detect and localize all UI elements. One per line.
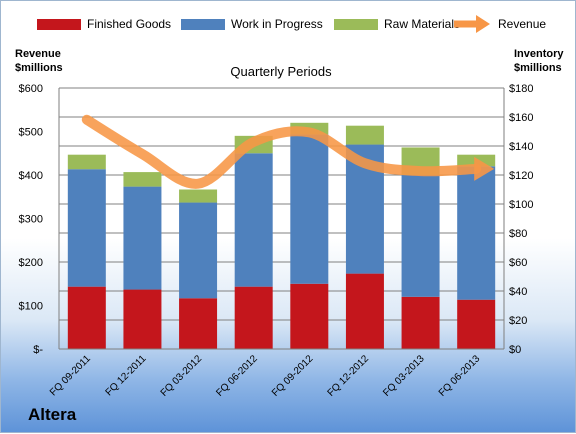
bar-finished-goods bbox=[179, 298, 218, 349]
bar-work-in-progress bbox=[457, 166, 496, 300]
bar-work-in-progress bbox=[401, 175, 440, 297]
left-axis-tick-label: $200 bbox=[19, 257, 43, 269]
revenue-line bbox=[81, 114, 482, 189]
legend: Finished Goods Work in Progress Raw Materi… bbox=[37, 15, 546, 33]
legend-swatch bbox=[334, 19, 378, 30]
chart-title: Quarterly Periods bbox=[230, 64, 332, 79]
bar-work-in-progress bbox=[67, 169, 106, 287]
left-axis-title-line1: Revenue bbox=[15, 48, 61, 60]
x-axis-category-label: FQ 03-2012 bbox=[159, 353, 205, 399]
right-axis-title-line1: Inventory bbox=[514, 48, 564, 60]
x-axis-category-label: FQ 06-2013 bbox=[437, 353, 483, 399]
right-axis-tick-label: $100 bbox=[509, 199, 533, 211]
bar-work-in-progress bbox=[234, 153, 273, 287]
right-axis-tick-label: $180 bbox=[509, 83, 533, 95]
company-name: Altera bbox=[28, 405, 77, 424]
bar-finished-goods bbox=[345, 273, 384, 349]
right-axis-title-line2: $millions bbox=[514, 62, 562, 74]
right-axis-tick-label: $20 bbox=[509, 315, 527, 327]
right-axis-tick-label: $60 bbox=[509, 257, 527, 269]
right-axis-tick-label: $0 bbox=[509, 344, 521, 356]
bar-finished-goods bbox=[457, 299, 496, 349]
x-axis-category-label: FQ 12-2012 bbox=[326, 353, 372, 399]
x-axis-category-label: FQ 09-2012 bbox=[270, 353, 316, 399]
bar-work-in-progress bbox=[123, 186, 162, 290]
right-axis-tick-label: $160 bbox=[509, 112, 533, 124]
x-axis-category-label: FQ 06-2012 bbox=[214, 353, 260, 399]
legend-label: Finished Goods bbox=[87, 17, 171, 31]
bar-finished-goods bbox=[234, 286, 273, 349]
x-axis-category-label: FQ 03-2013 bbox=[381, 353, 427, 399]
left-axis-tick-label: $500 bbox=[19, 127, 43, 139]
bar-work-in-progress bbox=[290, 134, 329, 284]
revenue-arrowhead bbox=[474, 156, 495, 181]
bar-raw-materials bbox=[179, 189, 218, 203]
bar-work-in-progress bbox=[179, 202, 218, 299]
left-axis-tick-label: $- bbox=[33, 344, 43, 356]
bar-finished-goods bbox=[123, 289, 162, 349]
legend-label: Raw Materials bbox=[384, 17, 460, 31]
left-axis-tick-label: $300 bbox=[19, 214, 43, 226]
right-axis-tick-label: $140 bbox=[509, 141, 533, 153]
left-axis-title-line2: $millions bbox=[15, 62, 63, 74]
legend-swatch bbox=[37, 19, 81, 30]
right-axis-tick-label: $80 bbox=[509, 228, 527, 240]
revenue-line-layer bbox=[81, 114, 495, 189]
legend-swatch bbox=[181, 19, 225, 30]
bar-raw-materials bbox=[123, 172, 162, 187]
bar-finished-goods bbox=[67, 286, 106, 349]
x-axis-category-label: FQ 12-2011 bbox=[104, 353, 149, 398]
right-axis-tick-label: $120 bbox=[509, 170, 533, 182]
legend-label: Revenue bbox=[498, 17, 546, 31]
left-axis-tick-label: $600 bbox=[19, 83, 43, 95]
bar-raw-materials bbox=[67, 154, 106, 170]
x-axis-category-label: FQ 09-2011 bbox=[48, 353, 93, 398]
bar-series bbox=[67, 122, 496, 349]
bar-finished-goods bbox=[401, 296, 440, 349]
right-axis-tick-label: $40 bbox=[509, 286, 527, 298]
legend-arrow-swatch bbox=[476, 15, 490, 33]
legend-label: Work in Progress bbox=[231, 17, 323, 31]
bar-finished-goods bbox=[290, 283, 329, 349]
bar-raw-materials bbox=[345, 125, 384, 145]
left-axis-tick-label: $100 bbox=[19, 301, 43, 313]
left-axis-tick-label: $400 bbox=[19, 170, 43, 182]
